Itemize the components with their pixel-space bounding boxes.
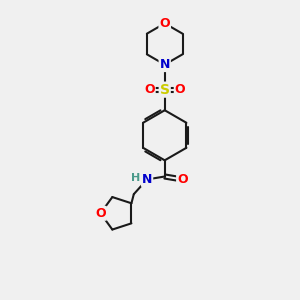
Text: O: O <box>177 173 188 186</box>
Text: O: O <box>175 83 185 96</box>
Text: O: O <box>95 207 106 220</box>
Text: O: O <box>144 83 155 96</box>
Text: N: N <box>142 173 152 186</box>
Text: S: S <box>160 82 170 97</box>
Text: O: O <box>159 17 170 30</box>
Text: N: N <box>160 58 170 71</box>
Text: H: H <box>131 173 140 183</box>
